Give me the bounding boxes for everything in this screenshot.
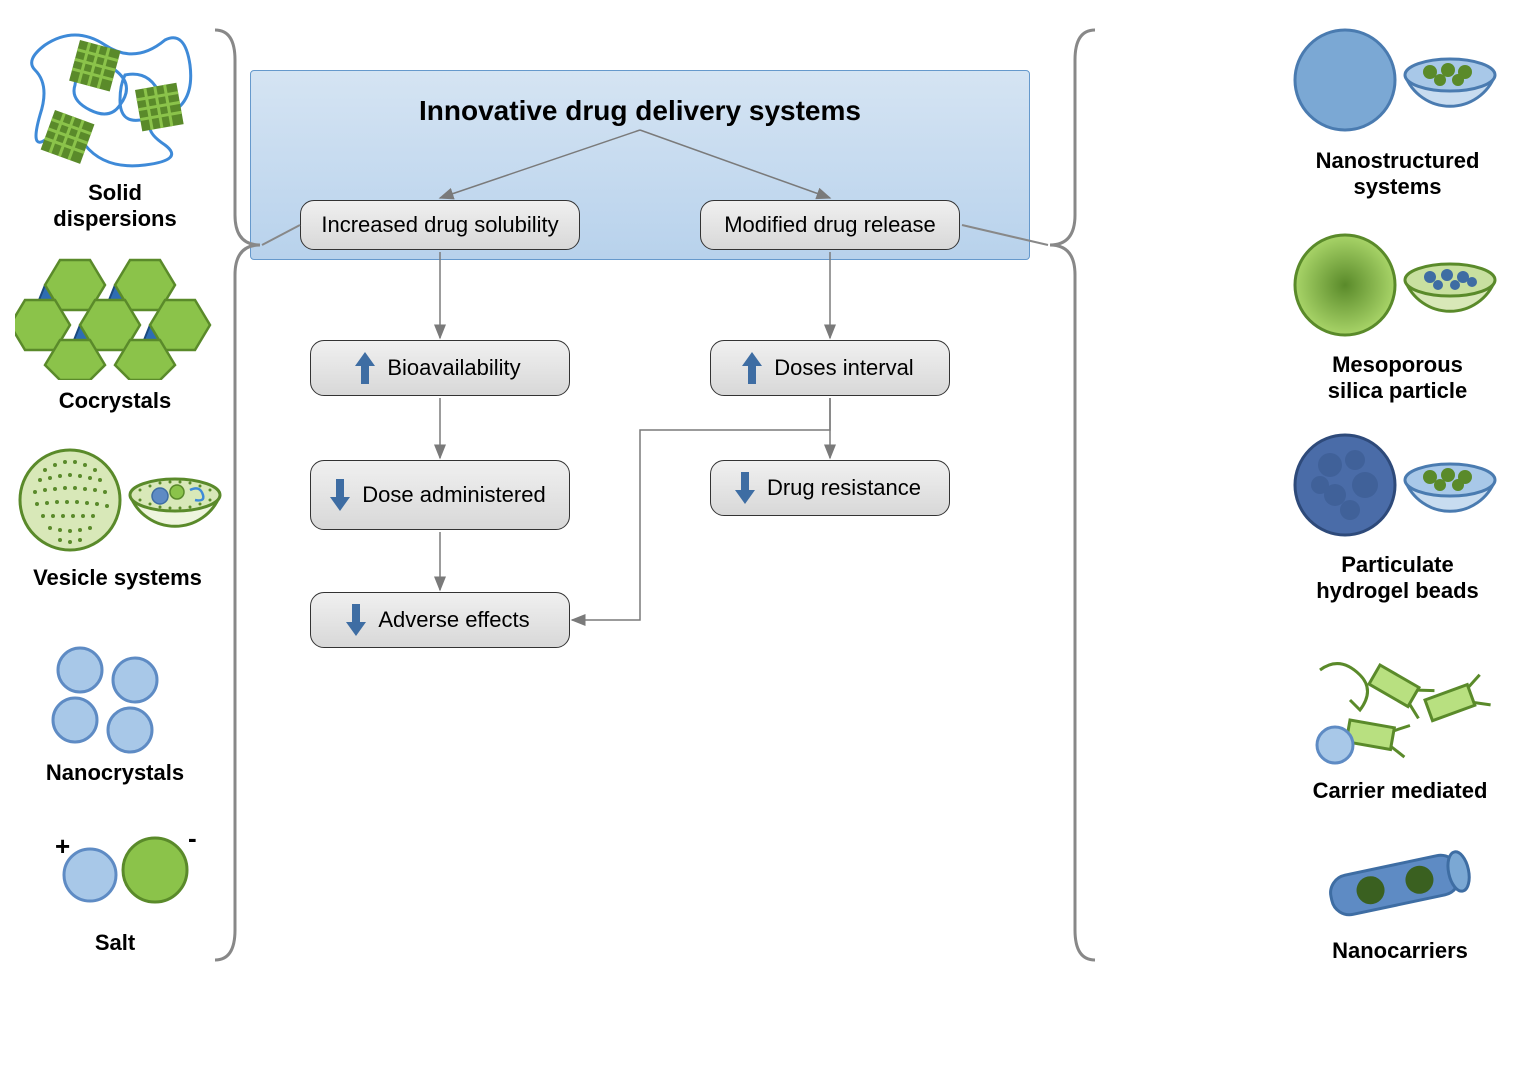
salt-icon: + - xyxy=(40,825,200,915)
right-bracket xyxy=(1045,20,1105,970)
mesoporous-label: Mesoporous silica particle xyxy=(1310,352,1485,405)
mesoporous-icon xyxy=(1290,225,1500,345)
up-arrow-icon xyxy=(742,352,762,384)
down-arrow-icon xyxy=(735,472,755,504)
nanostructured-label: Nanostructured systems xyxy=(1310,148,1485,201)
box-adverse: Adverse effects xyxy=(310,592,570,648)
solid-dispersions-icon xyxy=(25,15,205,175)
box-release-label: Modified drug release xyxy=(724,212,936,238)
cocrystals-label: Cocrystals xyxy=(50,388,180,414)
box-solubility: Increased drug solubility xyxy=(300,200,580,250)
carrier-mediated-icon xyxy=(1290,640,1500,770)
vesicle-systems-label: Vesicle systems xyxy=(30,565,205,591)
svg-text:+: + xyxy=(55,831,70,861)
mesoporous-label-text: Mesoporous silica particle xyxy=(1328,352,1467,403)
carrier-mediated-label: Carrier mediated xyxy=(1310,778,1490,804)
hydrogel-label-text: Particulate hydrogel beads xyxy=(1316,552,1479,603)
main-title: Innovative drug delivery systems xyxy=(419,95,861,127)
box-bioavailability-label: Bioavailability xyxy=(387,355,520,381)
nanocarriers-icon xyxy=(1310,840,1480,930)
box-dose: Dose administered xyxy=(310,460,570,530)
solid-dispersions-label: Solid dispersions xyxy=(45,180,185,233)
hydrogel-icon xyxy=(1290,425,1500,545)
nanostructured-icon xyxy=(1290,20,1500,140)
box-resistance-label: Drug resistance xyxy=(767,475,921,501)
down-arrow-icon xyxy=(346,604,366,636)
nanocrystals-icon xyxy=(40,635,190,755)
salt-label: Salt xyxy=(80,930,150,956)
box-resistance: Drug resistance xyxy=(710,460,950,516)
down-arrow-icon xyxy=(330,479,350,511)
cocrystals-icon xyxy=(15,250,215,380)
svg-text:-: - xyxy=(188,825,197,853)
hydrogel-label: Particulate hydrogel beads xyxy=(1310,552,1485,605)
box-release: Modified drug release xyxy=(700,200,960,250)
box-interval: Doses interval xyxy=(710,340,950,396)
box-interval-label: Doses interval xyxy=(774,355,913,381)
box-solubility-label: Increased drug solubility xyxy=(321,212,558,238)
up-arrow-icon xyxy=(355,352,375,384)
nanostructured-label-text: Nanostructured systems xyxy=(1316,148,1480,199)
nanocarriers-label: Nanocarriers xyxy=(1325,938,1475,964)
box-bioavailability: Bioavailability xyxy=(310,340,570,396)
box-adverse-label: Adverse effects xyxy=(378,607,529,633)
box-dose-label: Dose administered xyxy=(362,483,545,507)
nanocrystals-label: Nanocrystals xyxy=(45,760,185,786)
vesicle-systems-icon xyxy=(15,440,225,560)
